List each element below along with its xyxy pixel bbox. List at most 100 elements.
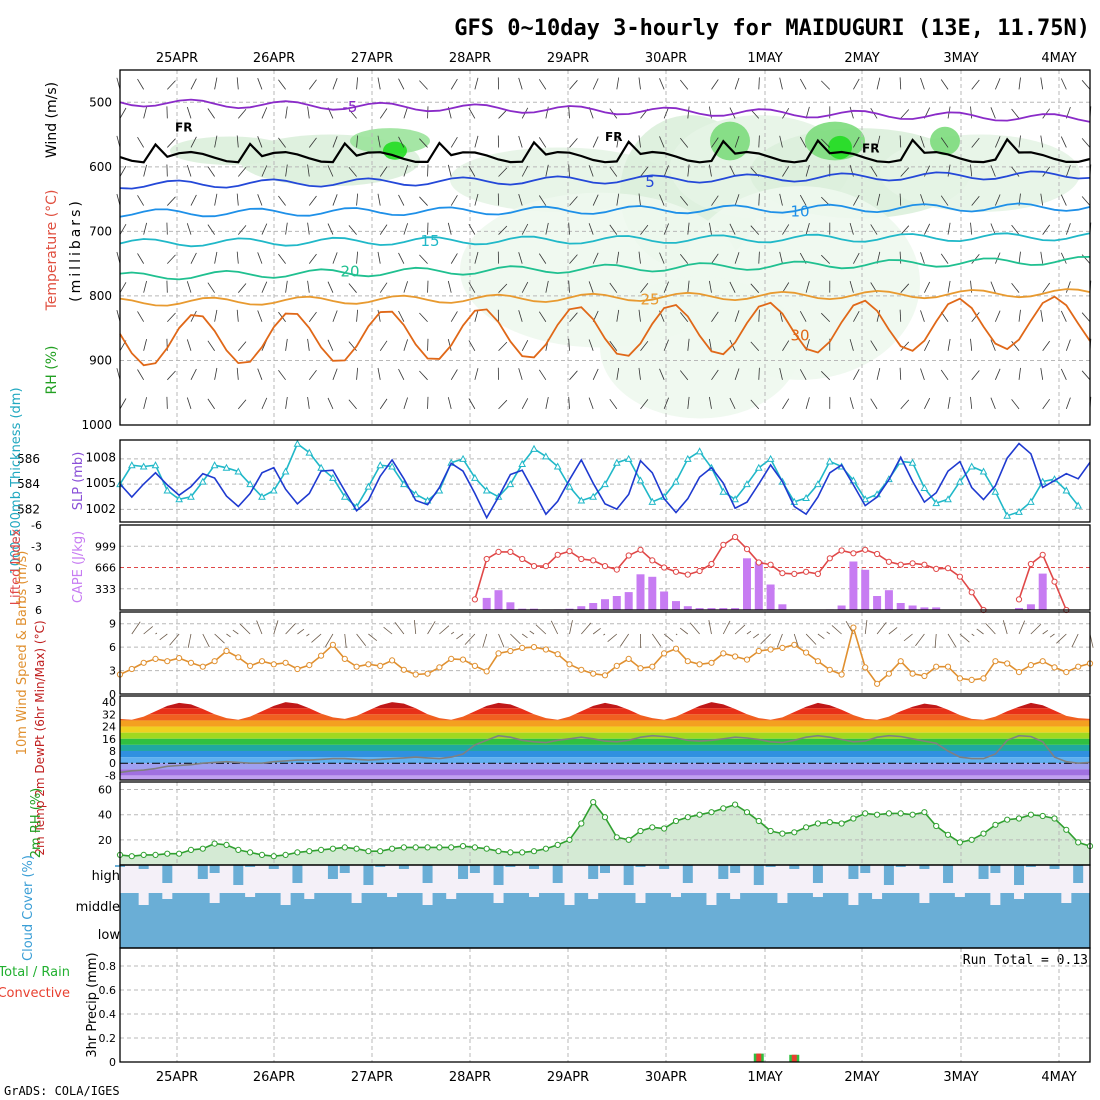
wind-barb bbox=[439, 625, 450, 635]
wind-barb bbox=[518, 135, 523, 148]
thickness-point bbox=[648, 497, 657, 505]
rh-point bbox=[944, 831, 952, 838]
lifted-index-point bbox=[755, 559, 762, 566]
wind-barb bbox=[398, 136, 405, 148]
rh-point bbox=[341, 844, 348, 851]
wind-barb bbox=[970, 164, 973, 177]
wind-barb bbox=[1042, 398, 1051, 410]
wind-barb bbox=[327, 397, 334, 410]
thickness-point bbox=[329, 473, 337, 481]
rh-point bbox=[436, 844, 443, 851]
wind-barb bbox=[758, 251, 760, 264]
wind-barb bbox=[398, 310, 405, 322]
wind-speed-point bbox=[176, 655, 183, 662]
wind-barb bbox=[348, 399, 357, 410]
mid-cloud-gap bbox=[280, 893, 291, 905]
high-cloud-bar bbox=[363, 865, 374, 885]
rh-point bbox=[258, 851, 266, 859]
wind-barb bbox=[924, 281, 931, 293]
mid-cloud-gap bbox=[990, 893, 1001, 905]
wind-barb bbox=[1060, 368, 1067, 380]
wind-speed-point bbox=[944, 663, 952, 670]
wind-barb bbox=[538, 253, 547, 264]
wind-barb bbox=[663, 223, 669, 235]
wind-barb bbox=[285, 338, 288, 351]
wind-speed-point bbox=[826, 666, 833, 673]
high-cloud-bar bbox=[398, 865, 409, 869]
lifted-index-tick-label: -6 bbox=[31, 519, 42, 532]
thickness-point bbox=[601, 480, 609, 488]
thickness-ylabel: 1000-500mb Thickness (dm) bbox=[9, 387, 24, 574]
cape-bar bbox=[683, 606, 692, 610]
mid-cloud-gap bbox=[812, 893, 823, 897]
wind-barb bbox=[853, 136, 860, 148]
date-tick-label: 25APR bbox=[156, 1070, 198, 1085]
wind-barb bbox=[659, 194, 665, 206]
wind-barb bbox=[900, 283, 910, 293]
lifted-index-point bbox=[542, 563, 550, 570]
mid-cloud-gap bbox=[1014, 893, 1025, 899]
wind-barb bbox=[521, 165, 529, 177]
wind-barb bbox=[659, 252, 665, 264]
wind-speed-point bbox=[389, 657, 396, 664]
wind-barb bbox=[620, 633, 629, 647]
wind-barb bbox=[679, 370, 689, 381]
temperature-band bbox=[120, 732, 1090, 739]
wind-barb bbox=[1049, 633, 1055, 638]
cape-bar bbox=[636, 574, 645, 610]
rh-shade bbox=[600, 276, 800, 419]
thickness-point bbox=[908, 458, 917, 466]
temperature-contour-label: 15 bbox=[420, 232, 439, 250]
wind-barb bbox=[545, 106, 549, 119]
date-tick-label: 2MAY bbox=[844, 51, 879, 66]
wind-barb bbox=[450, 631, 455, 635]
cape-bar bbox=[778, 604, 787, 610]
precip-tick-label: 0.8 bbox=[99, 960, 117, 973]
cape-bar bbox=[1038, 573, 1047, 610]
high-cloud-bar bbox=[883, 865, 894, 885]
date-tick-label: 3MAY bbox=[943, 1070, 978, 1085]
mid-cloud-gap bbox=[730, 893, 741, 899]
thickness-point bbox=[281, 467, 290, 475]
wind-barb bbox=[659, 136, 665, 148]
lifted-index-point bbox=[1015, 596, 1023, 603]
slp-ylabel-text: SLP (mb) bbox=[71, 452, 86, 511]
wind-barb bbox=[849, 106, 854, 119]
wind-barb bbox=[325, 633, 334, 647]
wind-barb bbox=[569, 80, 578, 90]
mid-cloud-gap bbox=[872, 893, 883, 899]
slp-tick-label: 1005 bbox=[85, 476, 116, 490]
wind-barb bbox=[734, 624, 746, 635]
wind-barb bbox=[521, 223, 529, 235]
wind-barb bbox=[327, 165, 334, 177]
rh-point bbox=[294, 849, 301, 856]
wind-barb bbox=[167, 370, 176, 381]
rh-point bbox=[968, 836, 975, 843]
wind-barb bbox=[853, 311, 860, 322]
lifted-index-point bbox=[661, 564, 668, 571]
wind-barb bbox=[581, 622, 592, 635]
wind-barb bbox=[202, 633, 210, 648]
wind-barb bbox=[776, 633, 783, 648]
rh-point bbox=[554, 841, 561, 849]
high-cloud-bar bbox=[375, 865, 386, 867]
rh-point bbox=[720, 805, 727, 812]
wind-barb bbox=[920, 135, 925, 148]
wind-barb bbox=[403, 281, 408, 293]
wind-barb bbox=[616, 77, 620, 90]
wind-barb bbox=[687, 338, 690, 351]
mid-cloud-gap bbox=[1061, 893, 1072, 903]
thickness-point bbox=[624, 454, 633, 462]
pressure-tick-label: 900 bbox=[89, 353, 112, 367]
thickness-line bbox=[119, 442, 1079, 517]
cape-panel-frame bbox=[119, 524, 1091, 611]
wind-barb bbox=[821, 254, 831, 264]
lifted-index-point bbox=[850, 550, 857, 557]
high-cloud-bar bbox=[529, 865, 540, 869]
wind-barb bbox=[1011, 166, 1020, 177]
lifted-index-point bbox=[767, 561, 774, 568]
wind-barb bbox=[616, 251, 620, 264]
rh-point bbox=[365, 848, 372, 855]
wind-barb bbox=[568, 164, 570, 177]
wind-barb bbox=[278, 253, 286, 264]
